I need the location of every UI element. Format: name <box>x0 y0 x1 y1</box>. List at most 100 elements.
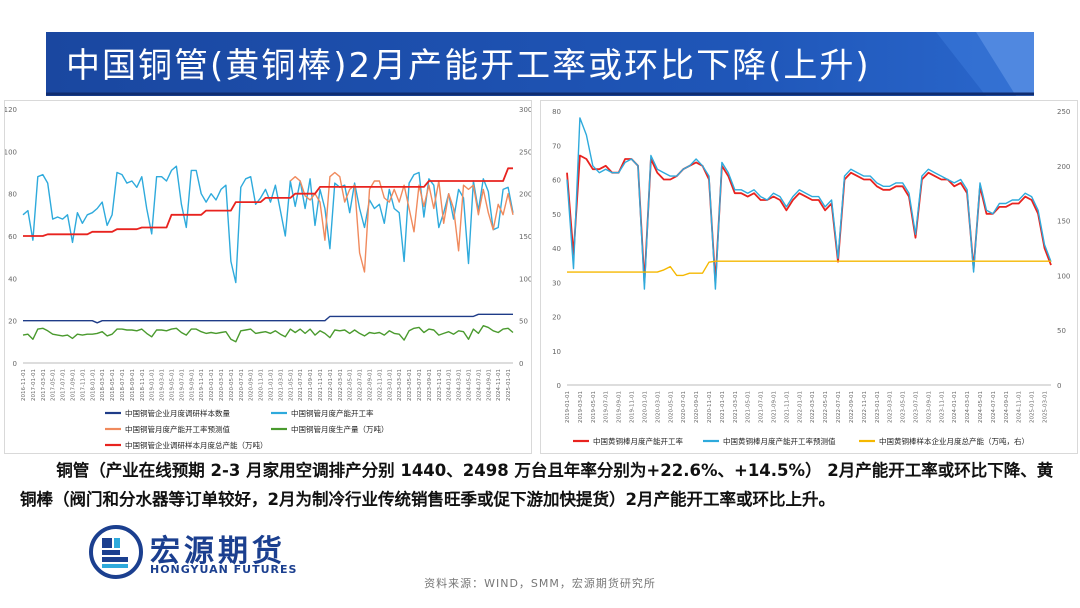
x-tick-label: 2020-03-01 <box>219 369 225 401</box>
x-tick-label: 2018-07-01 <box>120 369 126 401</box>
x-tick-label: 2019-09-01 <box>617 391 623 423</box>
x-tick-label: 2022-05-01 <box>348 369 354 401</box>
x-tick-label: 2023-07-01 <box>417 369 423 401</box>
analysis-paragraph: 铜管（产业在线预期 2-3 月家用空调排产分别 1440、2498 万台且年率分… <box>20 461 1054 509</box>
y-right-tick-label: 0 <box>1057 382 1061 390</box>
x-tick-label: 2021-09-01 <box>772 391 778 423</box>
x-tick-label: 2018-05-01 <box>110 369 116 401</box>
x-tick-label: 2020-01-01 <box>209 369 215 401</box>
x-tick-label: 2022-03-01 <box>810 391 816 423</box>
x-tick-label: 2018-01-01 <box>90 369 96 401</box>
x-tick-label: 2020-09-01 <box>249 369 255 401</box>
legend-label: 中国铜管企业调研样本月度总产能（万吨） <box>125 440 268 450</box>
series-line <box>22 325 514 343</box>
y-left-tick-label: 20 <box>8 318 17 326</box>
x-tick-label: 2017-11-01 <box>80 369 86 401</box>
x-tick-label: 2024-09-01 <box>1004 391 1010 423</box>
title-bar-background <box>46 32 1034 96</box>
hongyuan-logo-icon <box>89 525 143 579</box>
y-right-tick-label: 300 <box>519 106 531 114</box>
y-right-tick-label: 0 <box>519 360 523 368</box>
series-line <box>567 260 1051 277</box>
legend-label: 中国黄铜棒月度产能开工率 <box>593 436 683 446</box>
x-tick-label: 2020-07-01 <box>681 391 687 423</box>
x-tick-label: 2023-09-01 <box>926 391 932 423</box>
logo-chinese-name: 宏源期货 <box>150 534 286 569</box>
legend-label: 中国铜管月度产能开工率预测值 <box>125 424 230 434</box>
x-tick-label: 2017-07-01 <box>61 369 67 401</box>
x-tick-label: 2019-05-01 <box>169 369 175 401</box>
series-line <box>289 171 514 273</box>
legend-label: 中国铜管月度产能开工率 <box>291 408 374 418</box>
y-right-tick-label: 250 <box>519 148 531 156</box>
x-tick-label: 2018-11-01 <box>140 369 146 401</box>
x-tick-label: 2022-11-01 <box>377 369 383 401</box>
x-tick-label: 2017-09-01 <box>70 369 76 401</box>
x-tick-label: 2019-01-01 <box>150 369 156 401</box>
y-left-tick-label: 80 <box>552 108 561 116</box>
y-right-tick-label: 150 <box>519 233 531 241</box>
y-left-tick-label: 50 <box>552 211 561 219</box>
x-tick-label: 2024-03-01 <box>457 369 463 401</box>
x-tick-label: 2023-07-01 <box>913 391 919 423</box>
copper-tube-chart-svg: 0 20 40 60 80 100 120 0 50 100 150 200 250 300 2016-11… <box>5 106 531 450</box>
x-tick-label: 2019-03-01 <box>160 369 166 401</box>
y-left-tick-label: 80 <box>8 191 17 199</box>
x-tick-label: 2023-11-01 <box>437 369 443 401</box>
legend-label: 中国铜管月度生产量（万吨） <box>291 424 389 434</box>
x-tick-label: 2021-11-01 <box>784 391 790 423</box>
y-left-tick-label: 0 <box>557 382 561 390</box>
x-tick-label: 2019-11-01 <box>630 391 636 423</box>
x-tick-label: 2019-03-01 <box>578 391 584 423</box>
x-tick-label: 2019-07-01 <box>604 391 610 423</box>
x-tick-label: 2021-09-01 <box>308 369 314 401</box>
x-tick-label: 2019-01-01 <box>565 391 571 423</box>
y-right-tick-label: 150 <box>1057 218 1070 226</box>
legend-label: 中国黄铜棒样本企业月度总产能（万吨，右） <box>879 436 1029 446</box>
x-tick-label: 2021-01-01 <box>720 391 726 423</box>
brass-rod-chart: 0 10 20 30 40 50 60 70 80 0 50 100 150 200 250 2019-01-… <box>540 100 1078 454</box>
x-tick-label: 2019-09-01 <box>189 369 195 401</box>
x-tick-label: 2023-03-01 <box>397 369 403 401</box>
x-tick-label: 2018-09-01 <box>130 369 136 401</box>
x-tick-label: 2025-01-01 <box>1030 391 1036 423</box>
x-tick-label: 2017-05-01 <box>51 369 57 401</box>
x-tick-label: 2019-07-01 <box>179 369 185 401</box>
y-left-tick-label: 60 <box>8 233 17 241</box>
x-tick-label: 2023-01-01 <box>387 369 393 401</box>
x-tick-label: 2020-05-01 <box>668 391 674 423</box>
x-tick-label: 2022-07-01 <box>836 391 842 423</box>
y-left-tick-label: 0 <box>13 360 17 368</box>
x-tick-label: 2024-11-01 <box>496 369 502 401</box>
x-tick-label: 2022-09-01 <box>849 391 855 423</box>
company-logo: 宏源期货 HONGYUAN FUTURES <box>88 524 328 580</box>
y-left-tick-label: 70 <box>552 142 561 150</box>
x-tick-label: 2024-07-01 <box>476 369 482 401</box>
x-tick-label: 2021-11-01 <box>318 369 324 401</box>
y-right-tick-label: 50 <box>1057 327 1066 335</box>
legend-label: 中国铜管企业月度调研样本数量 <box>125 408 230 418</box>
x-tick-label: 2022-09-01 <box>367 369 373 401</box>
y-left-tick-label: 60 <box>552 177 561 185</box>
x-tick-label: 2019-11-01 <box>199 369 205 401</box>
copper-tube-chart: 0 20 40 60 80 100 120 0 50 100 150 200 250 300 2016-11… <box>4 100 532 454</box>
x-tick-label: 2020-03-01 <box>655 391 661 423</box>
x-tick-label: 2022-01-01 <box>328 369 334 401</box>
y-left-tick-label: 40 <box>8 275 17 283</box>
x-tick-label: 2024-07-01 <box>991 391 997 423</box>
y-right-tick-label: 250 <box>1057 108 1070 116</box>
y-right-tick-label: 200 <box>519 191 531 199</box>
series-line <box>566 117 1052 290</box>
x-tick-label: 2021-07-01 <box>759 391 765 423</box>
x-tick-label: 2021-03-01 <box>733 391 739 423</box>
y-left-tick-label: 40 <box>552 245 561 253</box>
x-tick-label: 2022-05-01 <box>823 391 829 423</box>
x-tick-label: 2016-11-01 <box>21 369 27 401</box>
x-tick-label: 2021-05-01 <box>746 391 752 423</box>
x-tick-label: 2021-03-01 <box>278 369 284 401</box>
brass-rod-chart-svg: 0 10 20 30 40 50 60 70 80 0 50 100 150 200 250 2019-01-… <box>552 108 1070 446</box>
x-tick-label: 2024-01-01 <box>447 369 453 401</box>
x-tick-label: 2023-11-01 <box>939 391 945 423</box>
series-line <box>23 313 513 324</box>
x-tick-label: 2020-11-01 <box>259 369 265 401</box>
